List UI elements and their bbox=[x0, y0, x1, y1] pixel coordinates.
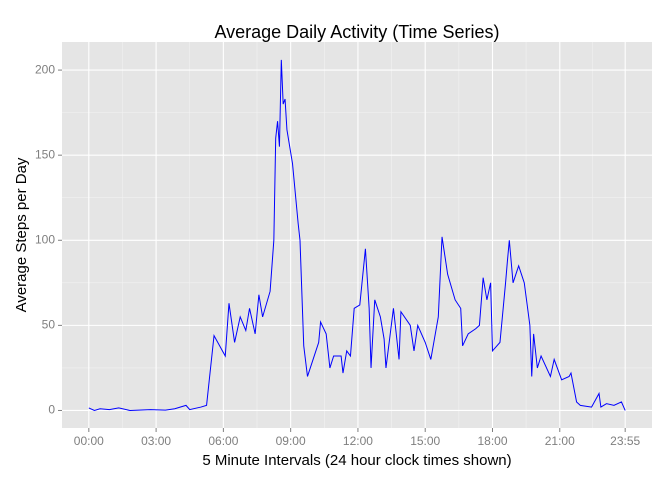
x-tick-label: 23:55 bbox=[610, 434, 640, 448]
plot-panel bbox=[62, 42, 652, 428]
x-tick-label: 12:00 bbox=[343, 434, 373, 448]
y-tick-label: 0 bbox=[48, 403, 55, 417]
y-axis-label: Average Steps per Day bbox=[13, 157, 30, 312]
x-tick-label: 18:00 bbox=[477, 434, 507, 448]
grid bbox=[62, 42, 652, 428]
data-line bbox=[88, 59, 626, 412]
x-tick-label: 00:00 bbox=[74, 434, 104, 448]
y-tick-label: 150 bbox=[35, 147, 55, 161]
x-tick-label: 15:00 bbox=[410, 434, 440, 448]
y-tick-label: 50 bbox=[42, 318, 56, 332]
y-tick-label: 200 bbox=[35, 62, 55, 76]
x-tick-label: 21:00 bbox=[545, 434, 575, 448]
x-tick-label: 03:00 bbox=[141, 434, 171, 448]
x-tick-label: 09:00 bbox=[276, 434, 306, 448]
x-axis-label: 5 Minute Intervals (24 hour clock times … bbox=[202, 452, 511, 469]
y-tick-label: 100 bbox=[35, 232, 55, 246]
x-tick-label: 06:00 bbox=[208, 434, 238, 448]
chart-title: Average Daily Activity (Time Series) bbox=[214, 22, 499, 42]
